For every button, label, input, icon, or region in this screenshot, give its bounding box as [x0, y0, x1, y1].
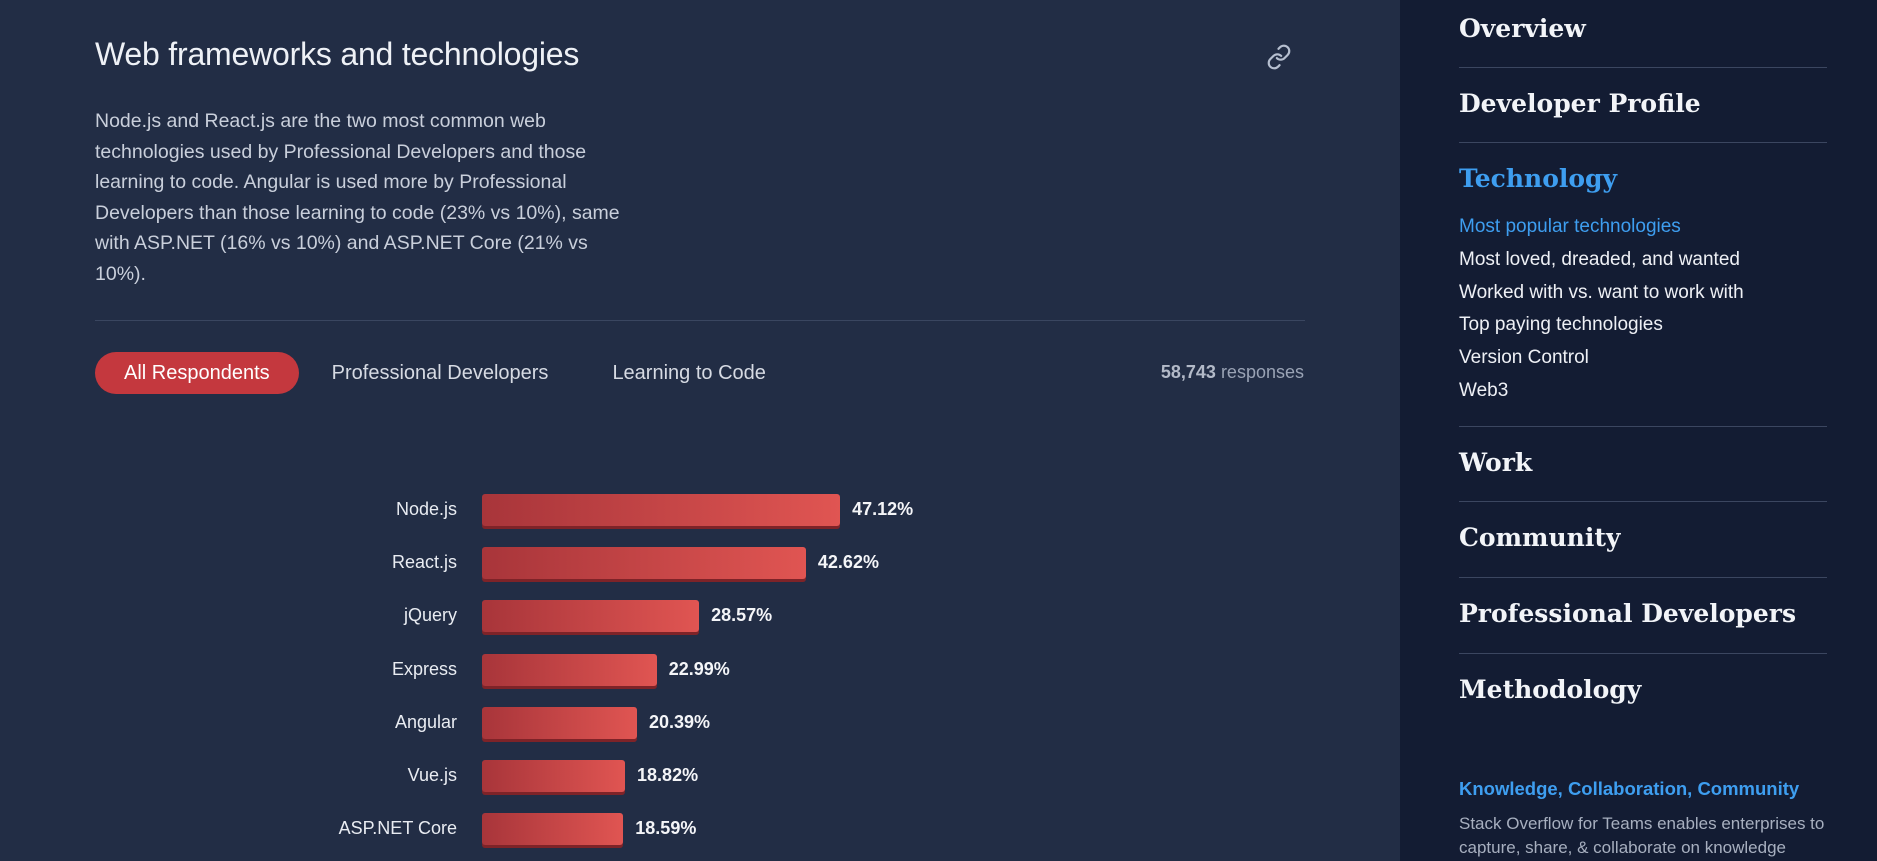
- bar-label-express: Express: [391, 658, 457, 679]
- sidebar-subitem-most-popular-technologies[interactable]: Most popular technologies: [1459, 216, 1681, 237]
- sidebar-item-work[interactable]: Work: [1459, 448, 1533, 477]
- sidebar-divider: [1459, 426, 1827, 427]
- sidebar-divider: [1459, 67, 1827, 68]
- bar-angular[interactable]: [482, 706, 637, 739]
- response-count-label: responses: [1220, 362, 1304, 382]
- bar-node-js[interactable]: [482, 494, 841, 526]
- bar-label-node-js: Node.js: [395, 499, 457, 519]
- bar-asp-net-core[interactable]: [482, 813, 624, 846]
- sidebar-divider: [1459, 653, 1827, 654]
- bar-value-express: 22.99%: [668, 658, 730, 679]
- sidebar-item-technology[interactable]: Technology: [1459, 164, 1618, 193]
- sidebar-divider: [1459, 501, 1827, 502]
- promo-title[interactable]: Knowledge, Collaboration, Community: [1459, 778, 1800, 799]
- bar-label-asp-net-core: ASP.NET Core: [338, 818, 457, 839]
- promo-text: Stack Overflow for Teams enables enterpr…: [1459, 814, 1825, 857]
- section-description: Node.js and React.js are the two most co…: [95, 110, 620, 285]
- bar-label-vue-js: Vue.js: [407, 765, 457, 785]
- response-count: 58,743 responses: [1161, 362, 1304, 383]
- sidebar-item-overview[interactable]: Overview: [1459, 14, 1586, 43]
- sidebar-nav: Overview Developer Profile Technology Mo…: [1400, 0, 1877, 861]
- bar-label-jquery: jQuery: [403, 605, 457, 626]
- sidebar-subitem-worked-with-vs-want[interactable]: Worked with vs. want to work with: [1459, 282, 1744, 303]
- link-icon[interactable]: [1266, 44, 1292, 70]
- main-content: Web frameworks and technologies Node.js …: [0, 36, 1400, 861]
- bar-vue-js[interactable]: [482, 760, 626, 792]
- bar-jquery[interactable]: [482, 600, 700, 633]
- sidebar-item-community[interactable]: Community: [1459, 523, 1621, 552]
- bar-label-angular: Angular: [394, 711, 457, 732]
- bar-value-react-js: 42.62%: [817, 552, 879, 573]
- tab-all-respondents[interactable]: All Respondents: [95, 352, 299, 394]
- sidebar-subitem-top-paying-technologies[interactable]: Top paying technologies: [1459, 314, 1663, 335]
- bar-express[interactable]: [482, 653, 657, 686]
- sidebar-subitem-most-loved-dreaded-wanted[interactable]: Most loved, dreaded, and wanted: [1459, 249, 1740, 270]
- bar-value-vue-js: 18.82%: [637, 765, 699, 785]
- tab-learning-to-code[interactable]: Learning to Code: [612, 362, 766, 384]
- bar-react-js[interactable]: [482, 547, 806, 580]
- sidebar-subitem-version-control[interactable]: Version Control: [1459, 347, 1589, 368]
- section-title: Web frameworks and technologies: [95, 36, 580, 72]
- sidebar-divider: [1459, 577, 1827, 578]
- sidebar-subitem-web3[interactable]: Web3: [1459, 380, 1509, 401]
- sidebar-item-professional-developers[interactable]: Professional Developers: [1459, 599, 1797, 628]
- web-frameworks-bar-chart: Node.js 47.12% React.js 42.62% jQuery 28.57% E…: [0, 480, 1400, 861]
- bar-value-node-js: 47.12%: [852, 499, 914, 519]
- tab-professional-developers[interactable]: Professional Developers: [331, 362, 549, 384]
- bar-label-react-js: React.js: [391, 552, 457, 573]
- bar-value-angular: 20.39%: [648, 711, 711, 732]
- bar-value-asp-net-core: 18.59%: [635, 818, 697, 839]
- divider: [95, 320, 1305, 321]
- sidebar-item-methodology[interactable]: Methodology: [1459, 675, 1642, 704]
- bar-value-jquery: 28.57%: [711, 605, 773, 626]
- sidebar-item-developer-profile[interactable]: Developer Profile: [1459, 89, 1701, 118]
- respondent-tabs: All Respondents Professional Developers …: [95, 352, 795, 394]
- sidebar-divider: [1459, 142, 1827, 143]
- response-count-number: 58,743: [1160, 362, 1216, 382]
